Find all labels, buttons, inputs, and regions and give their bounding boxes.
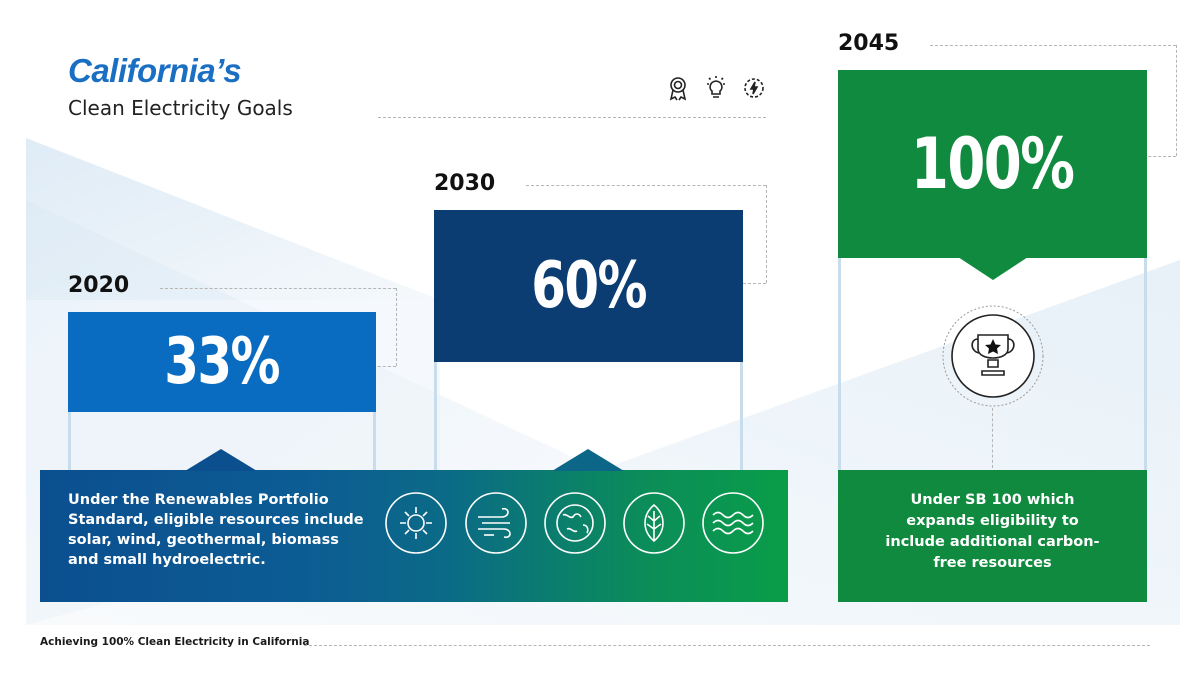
title-divider (378, 117, 766, 118)
goal-2020-box: 33% (68, 312, 376, 412)
sb100-panel (838, 470, 1147, 602)
sb100-description: Under SB 100 which expands eligibility t… (885, 492, 1100, 571)
year-2045: 2045 (838, 31, 900, 56)
water-waves-icon (702, 492, 764, 554)
goal-2030-box: 60% (434, 210, 743, 362)
page-title: California’s (68, 52, 242, 89)
rps-description: Under the Renewables Portfolio Standard,… (68, 492, 364, 568)
award-ribbon-icon (665, 74, 691, 102)
goal-2020-percent: 33% (164, 325, 281, 399)
connector-2030-top (526, 185, 766, 186)
trophy-star-icon (942, 305, 1044, 407)
lightbulb-icon (703, 74, 729, 102)
sun-icon (385, 492, 447, 554)
connector-2020-top (160, 288, 396, 289)
connector-2020-vertical (396, 288, 397, 366)
rps-pointer-2020 (185, 449, 257, 471)
goal-2045-box: 100% (838, 70, 1147, 258)
goal-2045-pointer (958, 257, 1028, 280)
page-subtitle: Clean Electricity Goals (68, 96, 293, 120)
footer-caption: Achieving 100% Clean Electricity in Cali… (40, 636, 310, 648)
globe-icon (544, 492, 606, 554)
top-icons-group (665, 74, 767, 102)
post-2020-left (68, 412, 71, 470)
leaf-icon (623, 492, 685, 554)
energy-gear-icon (741, 74, 767, 102)
wind-icon (465, 492, 527, 554)
post-2020-right (373, 412, 376, 470)
connector-2045-vertical (1176, 45, 1177, 156)
year-2030: 2030 (434, 171, 496, 196)
trophy-connector (992, 408, 993, 468)
post-2045-left (838, 258, 841, 470)
rps-pointer-2030 (552, 449, 624, 471)
connector-2045-top (930, 45, 1176, 46)
post-2045-right (1144, 258, 1147, 470)
connector-2030-vertical (766, 185, 767, 283)
post-2030-left (434, 362, 437, 470)
goal-2045-percent: 100% (911, 123, 1075, 205)
rps-panel (40, 470, 788, 602)
footer-divider (304, 645, 1150, 646)
year-2020: 2020 (68, 273, 130, 298)
post-2030-right (740, 362, 743, 470)
goal-2030-percent: 60% (531, 249, 647, 323)
